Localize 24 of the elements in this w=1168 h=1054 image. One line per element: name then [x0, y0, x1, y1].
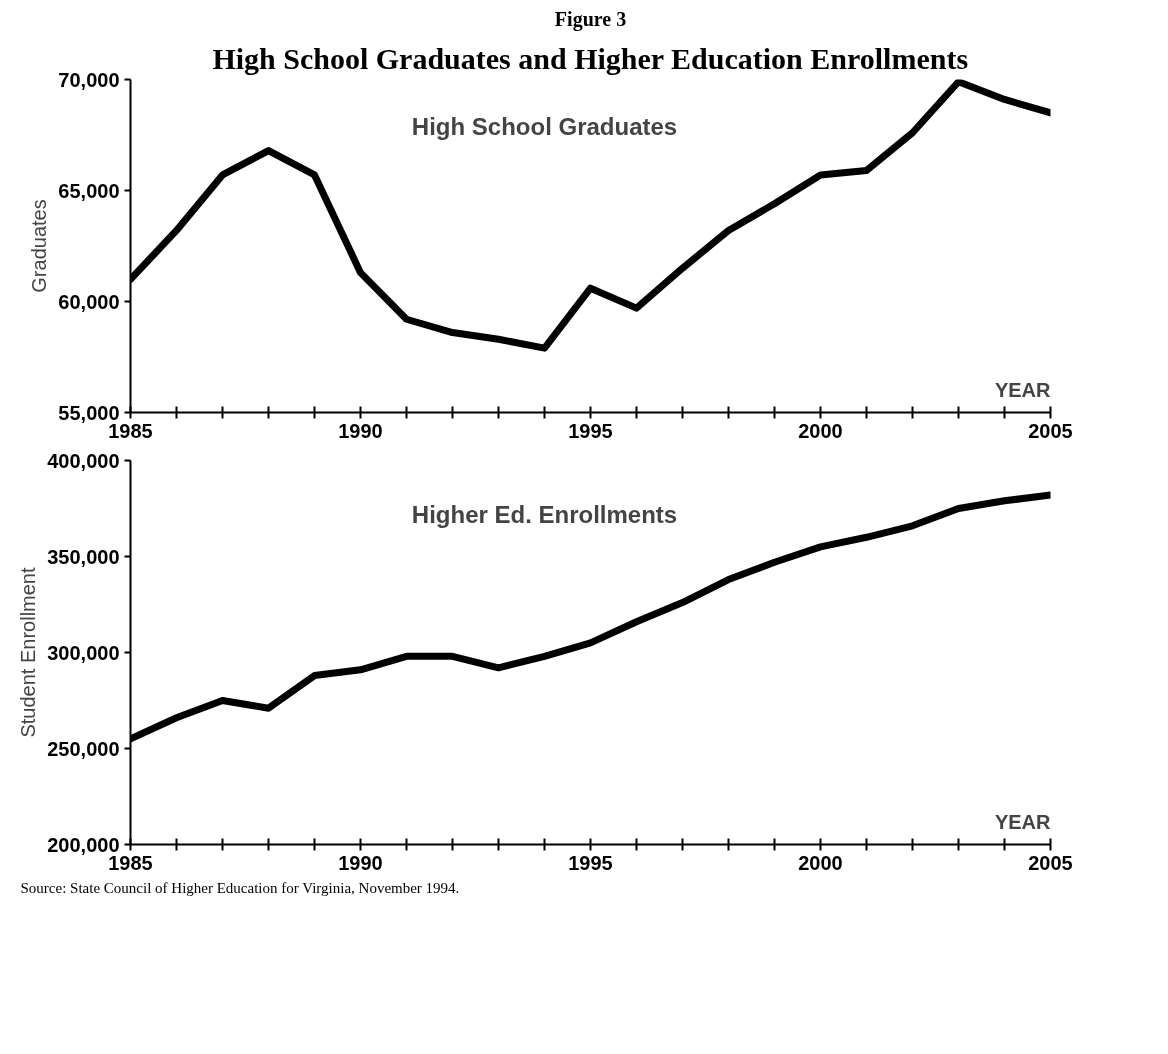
x-tick-label: 2005: [1028, 419, 1073, 442]
y-tick-label: 70,000: [58, 68, 120, 91]
x-axis-title: YEAR: [994, 810, 1052, 833]
text: Higher Ed. Enrollments: [411, 500, 678, 528]
y-tick-label: 300,000: [47, 641, 120, 664]
y-axis-title: Graduates: [28, 199, 51, 293]
x-tick-label: 2005: [1028, 851, 1073, 874]
x-tick-label: 1990: [338, 419, 383, 442]
y-tick-label: 65,000: [58, 179, 120, 202]
y-tick-label: 400,000: [47, 449, 120, 472]
x-tick-label: 1995: [568, 419, 613, 442]
source-note: Source: State Council of Higher Education for Virginia, November 1994.: [20, 879, 460, 896]
chart-title: High School Graduates and Higher Education Enrollments: [212, 41, 969, 75]
x-tick-label: 2000: [798, 851, 843, 874]
text: High School Graduates: [411, 112, 678, 140]
caption: Figure 3: [554, 7, 627, 31]
y-tick-label: 250,000: [47, 737, 120, 760]
x-tick-label: 1990: [338, 851, 383, 874]
x-tick-label: 2000: [798, 419, 843, 442]
x-tick-label: 1995: [568, 851, 613, 874]
y-tick-label: 60,000: [58, 290, 120, 313]
y-tick-label: 350,000: [47, 545, 120, 568]
y-axis-title: Student Enrollment: [17, 567, 40, 738]
x-axis-title: YEAR: [994, 378, 1052, 401]
